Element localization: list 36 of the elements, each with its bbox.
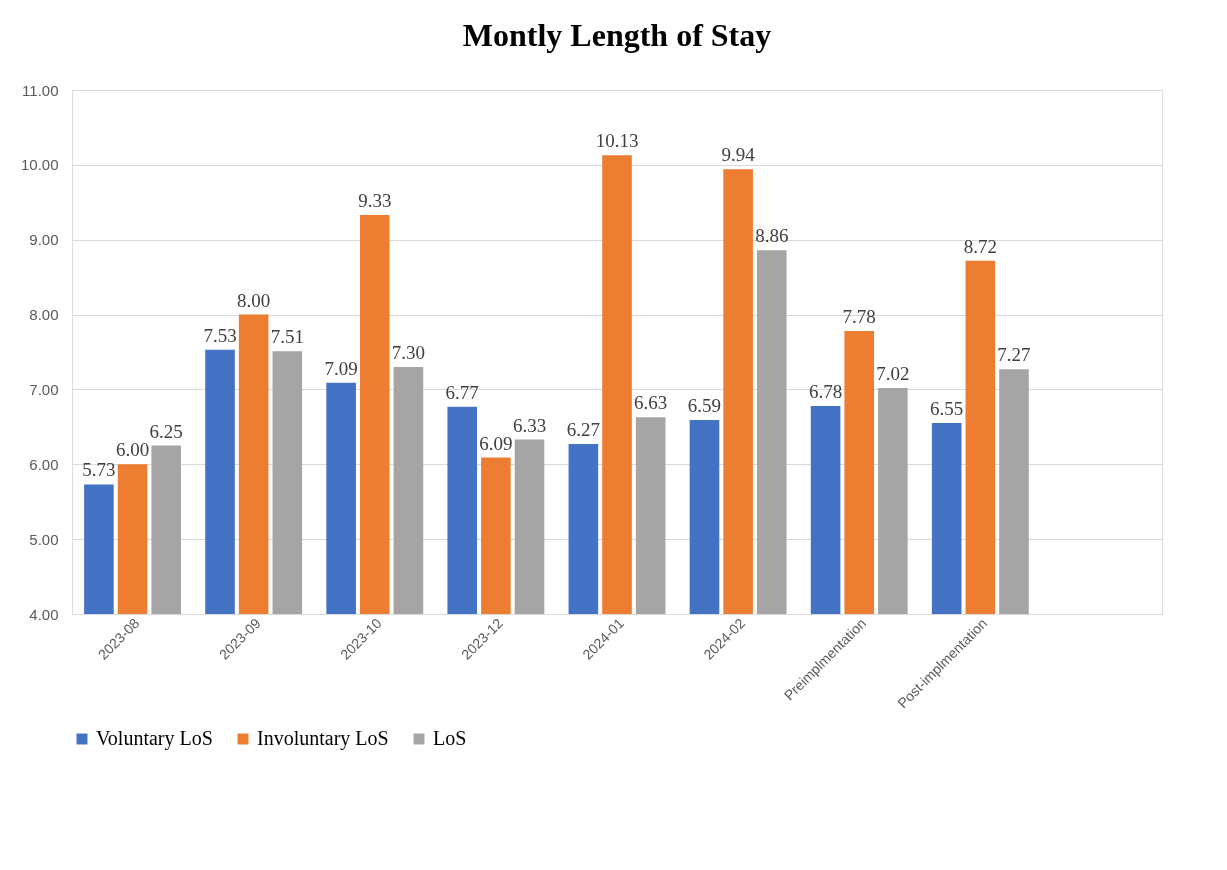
data-label: 6.59 (687, 395, 722, 417)
data-label: 6.33 (512, 414, 547, 436)
legend-label: LoS (433, 727, 467, 749)
data-label: 7.30 (391, 341, 426, 363)
data-label: 6.00 (115, 439, 150, 461)
data-label: 9.33 (358, 190, 392, 212)
chart-title: Montly Length of Stay (462, 17, 772, 53)
data-label: 7.09 (324, 357, 358, 379)
data-label: 7.78 (842, 306, 876, 328)
y-tick-label: 9.00 (29, 231, 59, 249)
y-tick-label: 6.00 (29, 455, 59, 473)
data-label: 6.63 (634, 392, 668, 414)
data-label: 9.94 (721, 144, 756, 166)
y-tick-label: 5.00 (29, 530, 59, 548)
y-tick-label: 8.00 (29, 306, 59, 324)
data-label: 7.51 (270, 326, 304, 348)
y-tick-label: 4.00 (29, 605, 59, 623)
data-label: 6.09 (479, 432, 513, 454)
data-label: 6.78 (808, 380, 843, 402)
legend-label: Involuntary LoS (257, 727, 389, 750)
data-label: 7.02 (876, 362, 910, 384)
data-label: 6.55 (930, 398, 964, 420)
data-label: 5.73 (82, 459, 116, 481)
data-label: 8.86 (755, 225, 789, 247)
data-label: 8.72 (963, 235, 997, 257)
y-tick-label: 7.00 (29, 380, 59, 398)
data-label: 7.27 (997, 344, 1031, 366)
data-label: 7.53 (203, 324, 237, 346)
data-label: 6.27 (566, 419, 600, 441)
y-tick-label: 11.00 (22, 81, 59, 99)
data-label: 6.77 (445, 381, 479, 403)
legend-label: Voluntary LoS (96, 727, 213, 750)
y-tick-label: 10.00 (20, 156, 59, 174)
data-label: 6.25 (149, 420, 183, 442)
data-label: 8.00 (237, 289, 271, 311)
data-label: 10.13 (595, 130, 639, 152)
